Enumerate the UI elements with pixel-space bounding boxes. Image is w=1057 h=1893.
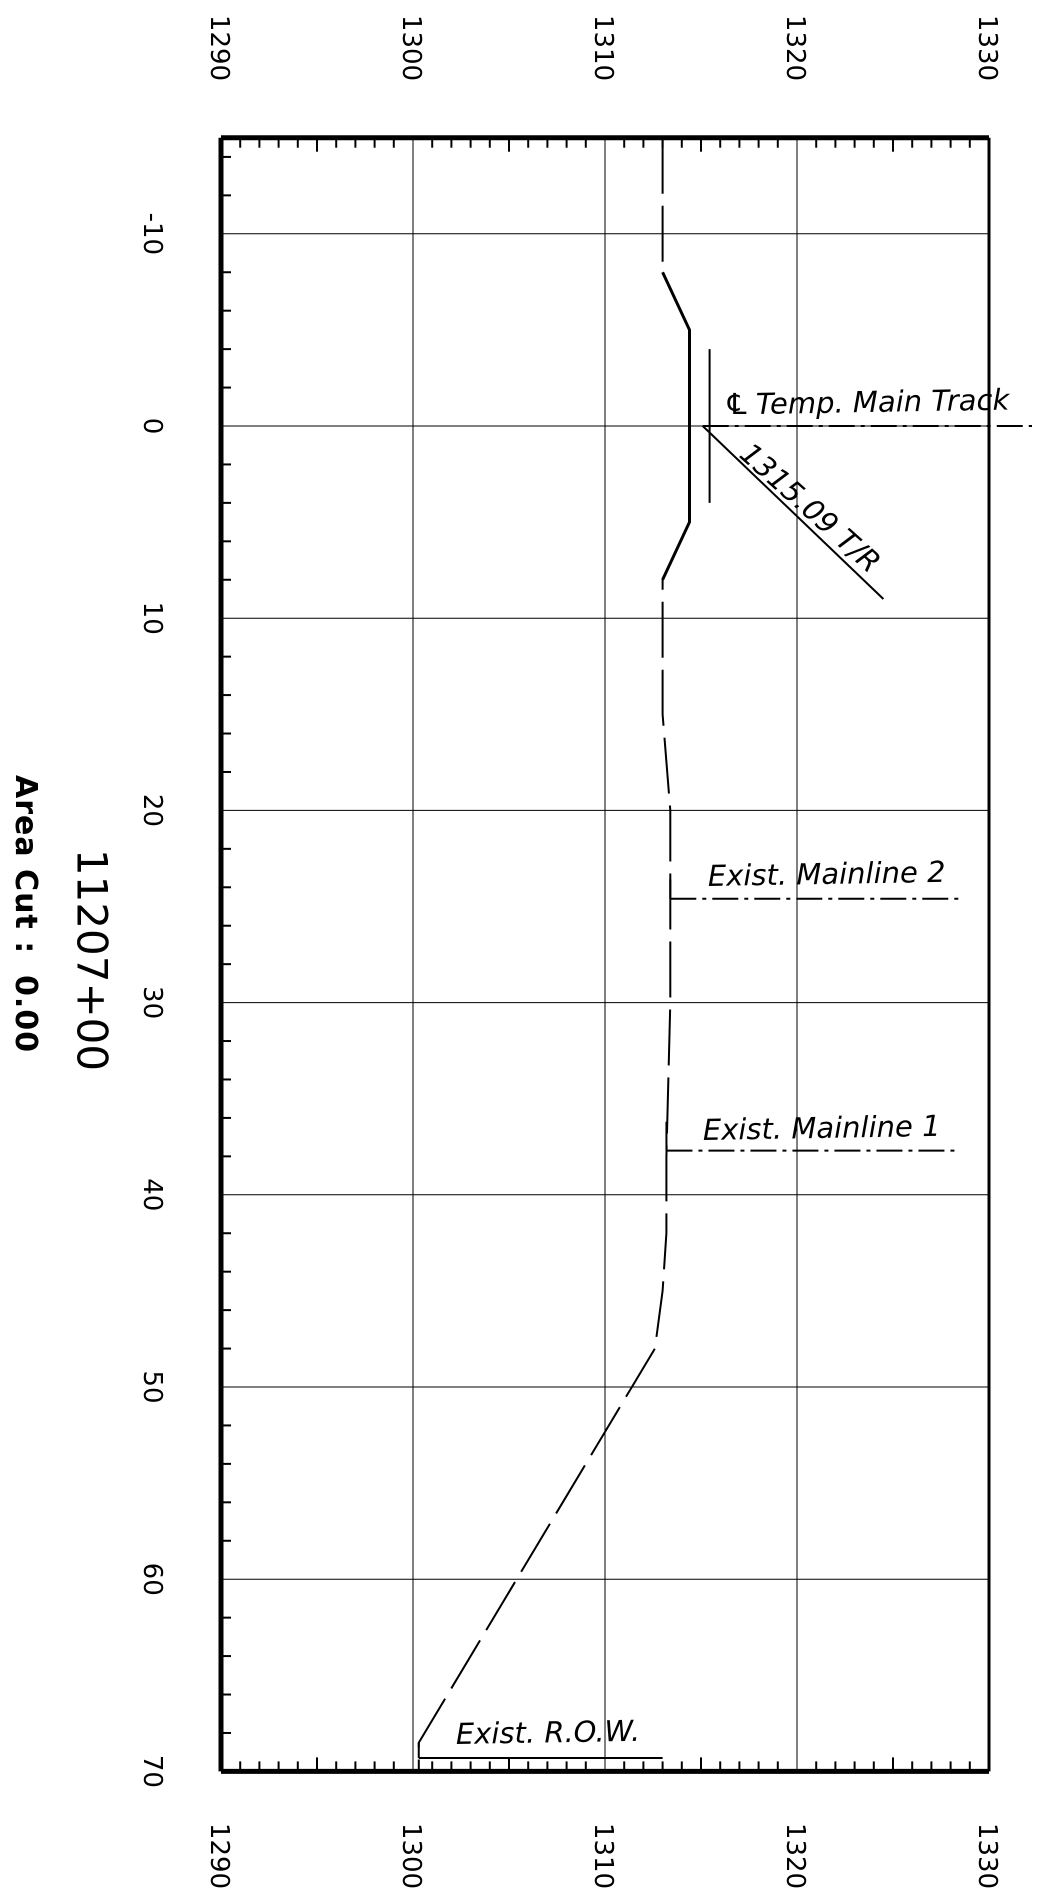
mainline-1-label: Exist. Mainline 1 [703, 1109, 941, 1147]
centerline-label: Temp. Main Track [756, 383, 1011, 421]
centerline-symbol: ℄ [724, 387, 750, 421]
elevation-labels-top: 1290 1300 1310 1320 1330 [204, 15, 1002, 81]
existing-ground-line [417, 137, 691, 1772]
elev-top-label: 1320 [780, 15, 810, 81]
offset-label: 30 [137, 986, 167, 1019]
offset-label: 0 [137, 418, 167, 435]
top-of-rail-leader [702, 425, 885, 600]
offset-label: 60 [137, 1563, 167, 1596]
area-cut-value: 0.00 [8, 975, 43, 1053]
section-titles: 11207+00 Area Cut : 0.00 [8, 775, 117, 1071]
offset-labels: -10 0 10 20 30 40 50 60 70 [137, 213, 167, 1788]
area-cut-label: Area Cut : [8, 775, 43, 954]
elev-top-label: 1330 [972, 15, 1002, 81]
callout-leaders [418, 349, 1032, 1759]
elev-bottom-label: 1300 [396, 1823, 426, 1889]
elev-bottom-label: 1310 [588, 1823, 618, 1889]
elev-top-label: 1290 [204, 15, 234, 81]
grid [221, 137, 989, 1772]
frame [218, 135, 991, 1774]
minor-ticks [221, 137, 971, 1772]
offset-label: 50 [137, 1370, 167, 1403]
elevation-labels-bottom: 1290 1300 1310 1320 1330 [204, 1823, 1002, 1889]
mainline-2-label: Exist. Mainline 2 [708, 855, 946, 893]
offset-label: 70 [137, 1755, 167, 1788]
area-cut-group: Area Cut : 0.00 [8, 775, 43, 1053]
elev-top-label: 1300 [396, 15, 426, 81]
station-label: 11207+00 [68, 849, 117, 1071]
row-label: Exist. R.O.W. [456, 1714, 641, 1751]
callout-texts: ℄ Temp. Main Track 1315.09 T/R Exist. Ma… [456, 383, 1011, 1751]
profile-lines [417, 137, 691, 1772]
offset-label: -10 [137, 213, 167, 255]
offset-label: 10 [137, 602, 167, 635]
elev-bottom-label: 1320 [780, 1823, 810, 1889]
elev-bottom-label: 1330 [972, 1823, 1002, 1889]
offset-label: 40 [137, 1178, 167, 1211]
elev-top-label: 1310 [588, 15, 618, 81]
top-of-rail-label: 1315.09 T/R [733, 436, 887, 580]
track-section-outline [661, 271, 691, 581]
elev-bottom-label: 1290 [204, 1823, 234, 1889]
offset-label: 20 [137, 794, 167, 827]
